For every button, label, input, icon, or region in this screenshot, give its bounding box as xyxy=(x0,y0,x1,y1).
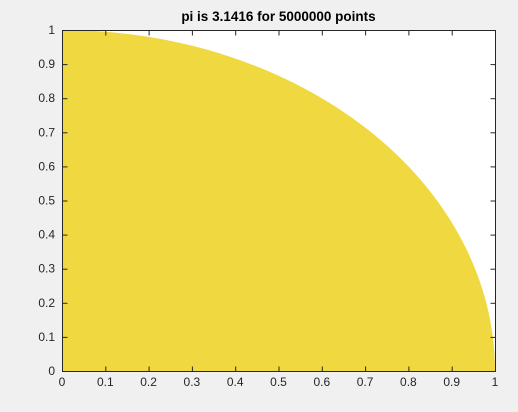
x-tick-label: 0.8 xyxy=(400,375,417,389)
y-tick-label: 0.3 xyxy=(38,262,55,276)
y-tick-label: 0 xyxy=(48,364,55,378)
y-tick-label: 0.4 xyxy=(38,228,55,242)
x-axis: 0 0.1 0.2 0.3 0.4 0.5 0.6 0.7 0.8 0.9 1 xyxy=(59,30,499,389)
y-tick-label: 0.6 xyxy=(38,159,55,173)
y-tick-label: 0.1 xyxy=(38,330,55,344)
y-tick-label: 0.8 xyxy=(38,91,55,105)
x-tick-label: 0.5 xyxy=(270,375,287,389)
y-axis: 0 0.1 0.2 0.3 0.4 0.5 0.6 0.7 0.8 0.9 1 xyxy=(38,23,496,378)
x-tick-label: 0.7 xyxy=(357,375,374,389)
x-tick-label: 0.6 xyxy=(313,375,330,389)
y-tick-label: 0.5 xyxy=(38,194,55,208)
x-tick-label: 0.9 xyxy=(443,375,460,389)
x-tick-label: 0.1 xyxy=(97,375,114,389)
y-tick-label: 1 xyxy=(48,23,55,37)
x-tick-label: 0.2 xyxy=(140,375,157,389)
y-tick-label: 0.7 xyxy=(38,125,55,139)
x-tick-label: 0.3 xyxy=(184,375,201,389)
chart-title: pi is 3.1416 for 5000000 points xyxy=(181,9,375,24)
y-tick-label: 0.9 xyxy=(38,57,55,71)
y-tick-label: 0.2 xyxy=(38,296,55,310)
data-series-points-inside-circle xyxy=(62,30,495,371)
x-tick-label: 0 xyxy=(59,375,66,389)
x-tick-label: 1 xyxy=(492,375,499,389)
x-tick-label: 0.4 xyxy=(227,375,244,389)
